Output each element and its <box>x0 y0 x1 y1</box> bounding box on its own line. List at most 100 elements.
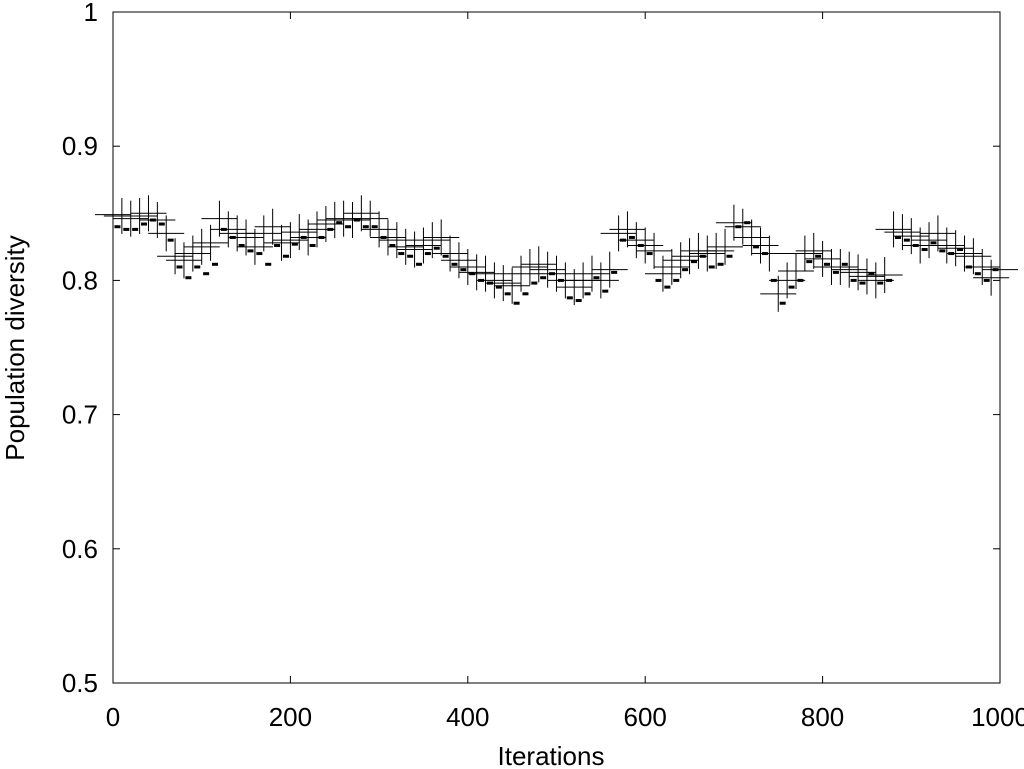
data-point-dash <box>894 235 901 239</box>
data-point-plus <box>804 240 841 277</box>
y-axis-label: Population diversity <box>0 235 30 460</box>
data-point-plus <box>875 211 912 248</box>
data-point-plus <box>254 208 291 245</box>
data-point-dash <box>522 292 529 296</box>
data-point-dash <box>664 285 671 289</box>
data-point-dash <box>540 276 547 280</box>
data-point-dash <box>318 235 325 239</box>
data-point-plus <box>591 251 628 288</box>
data-point-plus <box>405 227 442 264</box>
data-point-plus <box>157 238 194 275</box>
data-point-dash <box>939 249 946 253</box>
data-point-dash <box>921 248 928 252</box>
data-point-dash <box>753 245 760 249</box>
data-point-dash <box>265 262 272 266</box>
data-point-dash <box>371 225 378 229</box>
x-tick-label: 0 <box>106 702 120 732</box>
data-point-plus <box>183 228 220 265</box>
data-point-plus <box>139 202 176 239</box>
data-point-dash <box>584 292 591 296</box>
data-point-dash <box>549 272 556 276</box>
data-point-plus <box>121 197 158 234</box>
data-point-plus <box>760 275 797 312</box>
data-point-dash <box>824 262 831 266</box>
data-point-dash <box>699 254 706 258</box>
data-point-dash <box>735 225 742 229</box>
data-point-dash <box>531 281 538 285</box>
data-point-dash <box>673 278 680 282</box>
data-point-dash <box>930 241 937 245</box>
data-point-dash <box>903 238 910 242</box>
data-point-dash <box>469 272 476 276</box>
data-point-dash <box>158 222 165 226</box>
data-point-plus <box>201 200 238 237</box>
data-point-dash <box>965 265 972 269</box>
axis-ticks <box>112 11 1001 684</box>
data-point-dash <box>859 281 866 285</box>
data-point-dash <box>797 278 804 282</box>
data-point-plus <box>432 235 469 272</box>
plot-area <box>112 11 1001 684</box>
data-point-dash <box>478 278 485 282</box>
data-point-plus <box>361 211 398 248</box>
data-point-plus <box>538 255 575 292</box>
data-point-dash <box>194 265 201 269</box>
data-point-dash <box>274 244 281 248</box>
data-point-dash <box>291 242 298 246</box>
data-point-dash <box>495 285 502 289</box>
data-point-plus <box>414 222 451 259</box>
y-tick-label: 1 <box>84 0 98 27</box>
data-point-dash <box>637 244 644 248</box>
data-point-dash <box>380 235 387 239</box>
data-point-dash <box>628 235 635 239</box>
data-point-dash <box>877 281 884 285</box>
data-point-plus <box>653 248 690 285</box>
data-point-plus <box>520 246 557 283</box>
data-point-plus <box>210 211 247 248</box>
data-point-dash <box>983 278 990 282</box>
data-point-dash <box>841 262 848 266</box>
y-tick-label: 0.6 <box>62 534 98 564</box>
data-point-dash <box>593 276 600 280</box>
data-point-plus <box>955 238 992 275</box>
data-point-dash <box>912 244 919 248</box>
data-point-dash <box>557 278 564 282</box>
data-point-dash <box>708 265 715 269</box>
data-point-dash <box>992 268 999 272</box>
data-point-plus <box>511 248 548 285</box>
data-point-plus <box>503 255 540 292</box>
data-point-plus <box>245 215 282 252</box>
data-point-plus <box>573 255 610 292</box>
data-point-dash <box>229 235 236 239</box>
data-point-dash <box>167 238 174 242</box>
data-point-plus <box>600 215 637 252</box>
data-point-dash <box>957 248 964 252</box>
data-point-plus <box>724 208 761 245</box>
data-point-plus <box>112 200 149 237</box>
data-point-dash <box>832 270 839 274</box>
data-point-plus <box>707 228 744 265</box>
data-point-plus <box>689 235 726 272</box>
data-point-dash <box>886 278 893 282</box>
x-tick-label: 800 <box>801 702 844 732</box>
data-point-dash <box>655 278 662 282</box>
data-point-dash <box>948 252 955 256</box>
data-point-plus <box>281 214 318 251</box>
data-point-plus <box>795 232 832 269</box>
y-tick-label: 0.8 <box>62 265 98 295</box>
series-dash-markers <box>114 218 999 305</box>
series-plus-markers <box>95 195 1018 312</box>
data-point-dash <box>566 296 573 300</box>
data-point-dash <box>513 301 520 305</box>
data-point-dash <box>761 252 768 256</box>
data-point-plus <box>786 235 823 272</box>
data-point-dash <box>238 244 245 248</box>
data-point-dash <box>247 249 254 253</box>
data-point-dash <box>336 221 343 225</box>
data-point-plus <box>458 254 495 291</box>
data-point-dash <box>185 276 192 280</box>
data-point-dash <box>611 270 618 274</box>
data-point-plus <box>928 227 965 264</box>
data-point-dash <box>203 272 210 276</box>
data-point-plus <box>582 262 619 299</box>
